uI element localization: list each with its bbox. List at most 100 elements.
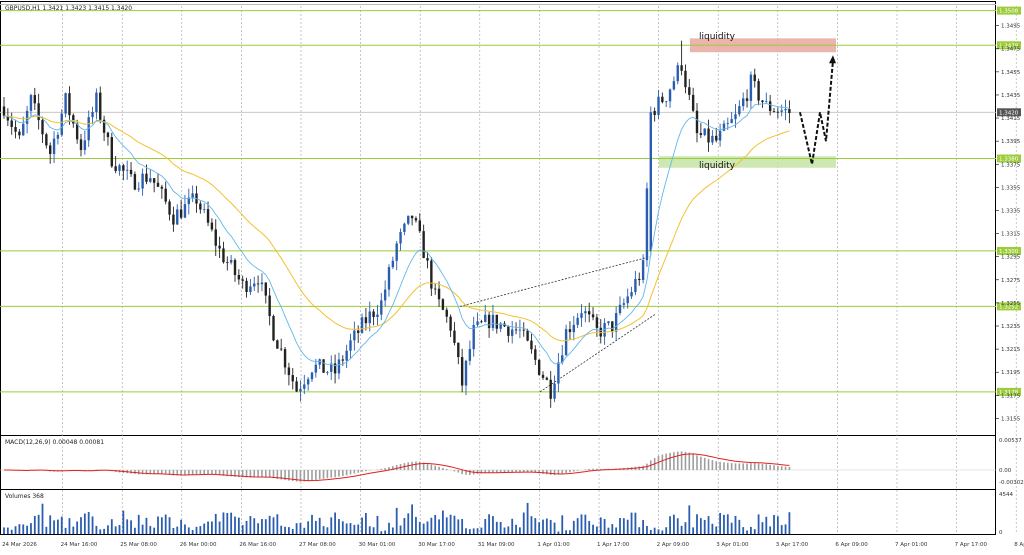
- time-tick-label: 6 Apr 09:00: [835, 542, 868, 548]
- candle-body: [187, 197, 190, 205]
- candle-body: [226, 262, 229, 264]
- candle-body: [645, 188, 649, 261]
- candle-body: [372, 311, 375, 317]
- candle-body: [176, 209, 179, 225]
- candle-body: [634, 278, 637, 293]
- candle-body: [549, 379, 552, 399]
- candle-body: [715, 135, 718, 141]
- candle-body: [553, 383, 556, 399]
- candle-body: [449, 316, 452, 331]
- projection-arrow: [799, 55, 836, 165]
- time-tick-label: 8 Apr 09:00: [1014, 542, 1024, 548]
- projection-arrowhead: [829, 55, 836, 64]
- candle-body: [191, 193, 194, 198]
- candle-body: [87, 117, 90, 141]
- candle-body: [695, 110, 699, 134]
- candle-body: [83, 140, 87, 151]
- price-tick-label: 1.3475: [1001, 47, 1021, 53]
- candle-body: [426, 258, 429, 261]
- candle-body: [668, 89, 672, 102]
- candle-body: [772, 111, 776, 112]
- candle-body: [368, 311, 371, 324]
- level-tag-label: 1.3508: [999, 9, 1019, 15]
- candle-body: [707, 128, 710, 143]
- candle-body: [480, 321, 483, 323]
- level-tag: [997, 246, 1021, 255]
- candle-body: [218, 245, 221, 249]
- price-tick-label: 1.3355: [1001, 185, 1021, 191]
- candle-body: [403, 223, 406, 232]
- candle-body: [364, 317, 368, 324]
- time-tick-label: 3 Apr 01:00: [716, 542, 749, 548]
- price-tick-label: 1.3455: [1001, 70, 1021, 76]
- candle-body: [657, 96, 660, 116]
- price-axis: 1.3495 1.3475 1.3455 1.3435 1.3415 1.3395 1.33…: [996, 24, 1021, 422]
- candle-body: [383, 289, 387, 301]
- candle-body: [395, 243, 398, 261]
- candle-body: [630, 292, 633, 297]
- candle-body: [310, 372, 314, 380]
- candle-body: [106, 132, 110, 138]
- liquidity-bottom-label: liquidity: [699, 161, 736, 171]
- candle-body: [572, 324, 575, 333]
- candle-body: [418, 220, 421, 232]
- candle-body: [299, 388, 302, 392]
- candle-body: [18, 131, 21, 136]
- candle-body: [45, 134, 48, 146]
- time-tick-label: 3 Apr 17:00: [776, 542, 809, 548]
- candle-body: [453, 330, 456, 343]
- liquidity-zone-bottom: [659, 156, 836, 168]
- candle-body: [199, 203, 202, 210]
- candle-body: [29, 95, 33, 111]
- candle-body: [718, 130, 722, 141]
- candle-body: [145, 173, 148, 182]
- chart-header: GBPUSD,H1 1.3421 1.3423 1.3415 1.3420: [5, 5, 132, 12]
- candle-body: [507, 326, 510, 336]
- macd-tick-zero: 0.00: [999, 468, 1012, 474]
- level-tag: [997, 6, 1021, 15]
- candle-body: [160, 186, 164, 189]
- candle-body: [376, 314, 379, 317]
- candle-body: [333, 363, 337, 374]
- candle-body: [91, 111, 94, 118]
- candle-body: [618, 304, 622, 314]
- candle-body: [318, 359, 321, 365]
- time-tick-label: 26 Mar 00:00: [180, 542, 217, 548]
- candle-body: [268, 295, 271, 317]
- level-tag-label: 1.3380: [999, 157, 1019, 163]
- candle-body: [468, 349, 472, 361]
- candle-body: [41, 120, 44, 135]
- price-tick-label: 1.3275: [1001, 278, 1021, 284]
- projection-path: [799, 60, 834, 165]
- price-tick-label: 1.3435: [1001, 93, 1021, 99]
- candle-body: [391, 260, 395, 268]
- candle-body: [665, 101, 668, 103]
- macd-tick-top: 0.00537: [999, 438, 1022, 444]
- candle-body: [110, 137, 113, 167]
- candle-body: [241, 279, 244, 281]
- level-tag: [997, 302, 1021, 311]
- candle-body: [245, 280, 248, 293]
- candle-body: [526, 330, 529, 341]
- price-tick-label: 1.3335: [1001, 208, 1021, 214]
- candle-body: [537, 359, 541, 375]
- candle-body: [210, 222, 214, 230]
- candle-body: [345, 350, 348, 361]
- candle-body: [25, 110, 29, 124]
- candle-body: [122, 165, 125, 171]
- macd-signal-line: [4, 453, 790, 482]
- level-tag: [997, 41, 1021, 50]
- candle-body: [730, 119, 733, 123]
- candle-body: [541, 374, 545, 378]
- time-tick-label: 25 Mar 08:00: [120, 542, 157, 548]
- time-tick-label: 31 Mar 09:00: [478, 542, 515, 548]
- candle-body: [753, 74, 756, 82]
- candle-body: [407, 215, 410, 224]
- candle-body: [745, 98, 749, 101]
- candle-body: [314, 364, 318, 373]
- candle-body: [430, 260, 433, 289]
- price-tick-label: 1.3175: [1001, 393, 1021, 399]
- candle-body: [206, 209, 210, 223]
